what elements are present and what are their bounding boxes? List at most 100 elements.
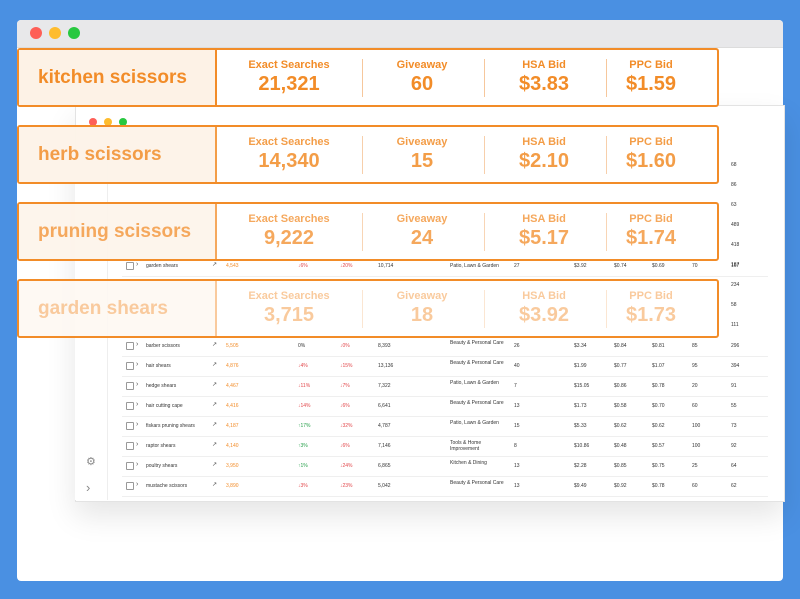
- row-searches: 3,890: [226, 483, 239, 489]
- chevron-right-icon[interactable]: ›: [86, 480, 91, 495]
- card-metric-label: Giveaway: [396, 136, 448, 148]
- row-change2: ↓23%: [340, 483, 353, 489]
- right-number: 167: [731, 262, 740, 268]
- maximize-window-icon[interactable]: [68, 27, 80, 39]
- row-last1: 100: [692, 423, 701, 429]
- minimize-window-icon[interactable]: [49, 27, 61, 39]
- card-metric-label: Exact Searches: [248, 290, 330, 302]
- external-link-icon[interactable]: ↗: [212, 262, 218, 268]
- inner-close-icon[interactable]: [89, 118, 97, 126]
- card-metric-value: 21,321: [258, 73, 320, 95]
- external-link-icon[interactable]: ↗: [212, 362, 218, 368]
- table-row[interactable]: › ↗ raptor shears 4,140 ↑3% ↓6% 7,146 Tools & H…: [122, 436, 768, 457]
- card-metric-value: $1.60: [625, 150, 677, 172]
- row-bid2: $0.70: [652, 403, 665, 409]
- row-keyword: raptor shears: [146, 443, 176, 449]
- keyword-card: herb scissors Exact Searches 14,340 Giveawa…: [17, 125, 719, 184]
- table-row[interactable]: › ↗ hair shears 4,876 ↓4% ↓15% 13,136 Beauty & …: [122, 356, 768, 377]
- card-keyword: garden shears: [19, 281, 217, 336]
- external-link-icon[interactable]: ↗: [212, 382, 218, 388]
- row-checkbox[interactable]: [126, 422, 134, 430]
- window-titlebar: [17, 20, 783, 48]
- row-checkbox[interactable]: [126, 342, 134, 350]
- row-change2: ↓0%: [340, 343, 350, 349]
- settings-icon[interactable]: ⚙: [86, 456, 96, 468]
- table-row[interactable]: › ↗ mustache scissors 3,890 ↓3% ↓23% 5,042 Beau…: [122, 476, 768, 497]
- card-metric-ppc: PPC Bid $1.74: [606, 204, 696, 259]
- close-window-icon[interactable]: [30, 27, 42, 39]
- card-metric-label: Exact Searches: [248, 213, 330, 225]
- external-link-icon[interactable]: ↗: [212, 442, 218, 448]
- row-searches: 4,140: [226, 443, 239, 449]
- card-metric-label: Giveaway: [396, 290, 448, 302]
- row-last2: 55: [731, 403, 737, 409]
- card-metric-value: $1.73: [625, 304, 677, 326]
- row-category: Beauty & Personal Care: [450, 400, 504, 406]
- table-row[interactable]: › ↗ fiskars pruning shears 4,187 ↑17% ↓32% 4,7…: [122, 416, 768, 437]
- row-checkbox[interactable]: [126, 462, 134, 470]
- row-bid2: $1.07: [652, 363, 665, 369]
- row-keyword: fiskars pruning shears: [146, 423, 195, 429]
- row-products: 7: [514, 383, 517, 389]
- row-products: 13: [514, 483, 520, 489]
- expand-chevron-icon[interactable]: ›: [136, 461, 139, 468]
- row-change1: ↓11%: [298, 383, 311, 389]
- card-metric-label: HSA Bid: [522, 290, 566, 302]
- expand-chevron-icon[interactable]: ›: [136, 441, 139, 448]
- row-last1: 85: [692, 343, 698, 349]
- table-row[interactable]: › ↗ barber scissors 5,505 0% ↓0% 8,393 Beauty &…: [122, 336, 768, 357]
- expand-chevron-icon[interactable]: ›: [136, 361, 139, 368]
- row-last1: 100: [692, 443, 701, 449]
- row-last2: 296: [731, 343, 740, 349]
- card-divider: [606, 136, 607, 174]
- row-exact: 13,136: [378, 363, 394, 369]
- external-link-icon[interactable]: ↗: [212, 402, 218, 408]
- row-checkbox[interactable]: [126, 262, 134, 270]
- card-metric-giveaway: Giveaway 18: [362, 281, 482, 336]
- row-bid2: $0.78: [652, 483, 665, 489]
- row-products: 27: [514, 263, 520, 269]
- row-products: 26: [514, 343, 520, 349]
- expand-chevron-icon[interactable]: ›: [136, 381, 139, 388]
- inner-minimize-icon[interactable]: [104, 118, 112, 126]
- row-keyword: barber scissors: [146, 343, 180, 349]
- row-change2: ↓24%: [340, 463, 353, 469]
- card-keyword: herb scissors: [19, 127, 217, 182]
- table-row[interactable]: › ↗ poultry shears 3,950 ↑1% ↓24% 6,865 Kitchen…: [122, 456, 768, 477]
- row-checkbox[interactable]: [126, 402, 134, 410]
- expand-chevron-icon[interactable]: ›: [136, 261, 139, 268]
- row-searches: 3,950: [226, 463, 239, 469]
- row-exact: 6,865: [378, 463, 391, 469]
- row-category: Beauty & Personal Care: [450, 480, 504, 486]
- row-checkbox[interactable]: [126, 382, 134, 390]
- row-checkbox[interactable]: [126, 442, 134, 450]
- row-checkbox[interactable]: [126, 362, 134, 370]
- table-row[interactable]: › garden shears ↗ 4,543 ↓6% ↓20% 10,714 …: [122, 256, 768, 277]
- external-link-icon[interactable]: ↗: [212, 422, 218, 428]
- row-keyword: poultry shears: [146, 463, 178, 469]
- table-row[interactable]: › ↗ hair cutting cape 4,416 ↓14% ↓6% 6,641 Beau…: [122, 396, 768, 417]
- row-checkbox[interactable]: [126, 482, 134, 490]
- external-link-icon[interactable]: ↗: [212, 462, 218, 468]
- row-exact: 8,393: [378, 343, 391, 349]
- card-metric-value: $2.10: [518, 150, 570, 172]
- external-link-icon[interactable]: ↗: [212, 482, 218, 488]
- card-metric-exact: Exact Searches 9,222: [218, 204, 360, 259]
- row-price: $5.33: [574, 423, 587, 429]
- table-row[interactable]: › ↗ hedge shears 4,467 ↓11% ↓7% 7,322 Patio, La…: [122, 376, 768, 397]
- expand-chevron-icon[interactable]: ›: [136, 401, 139, 408]
- row-bid2: $0.75: [652, 463, 665, 469]
- row-keyword: hair shears: [146, 363, 171, 369]
- inner-maximize-icon[interactable]: [119, 118, 127, 126]
- expand-chevron-icon[interactable]: ›: [136, 421, 139, 428]
- row-price: $3.92: [574, 263, 587, 269]
- row-bid2: $0.78: [652, 383, 665, 389]
- expand-chevron-icon[interactable]: ›: [136, 481, 139, 488]
- row-last2: 394: [731, 363, 740, 369]
- expand-chevron-icon[interactable]: ›: [136, 341, 139, 348]
- card-metric-value: 14,340: [258, 150, 320, 172]
- card-metric-giveaway: Giveaway 24: [362, 204, 482, 259]
- row-last1: 25: [692, 463, 698, 469]
- external-link-icon[interactable]: ↗: [212, 342, 218, 348]
- card-metric-giveaway: Giveaway 60: [362, 50, 482, 105]
